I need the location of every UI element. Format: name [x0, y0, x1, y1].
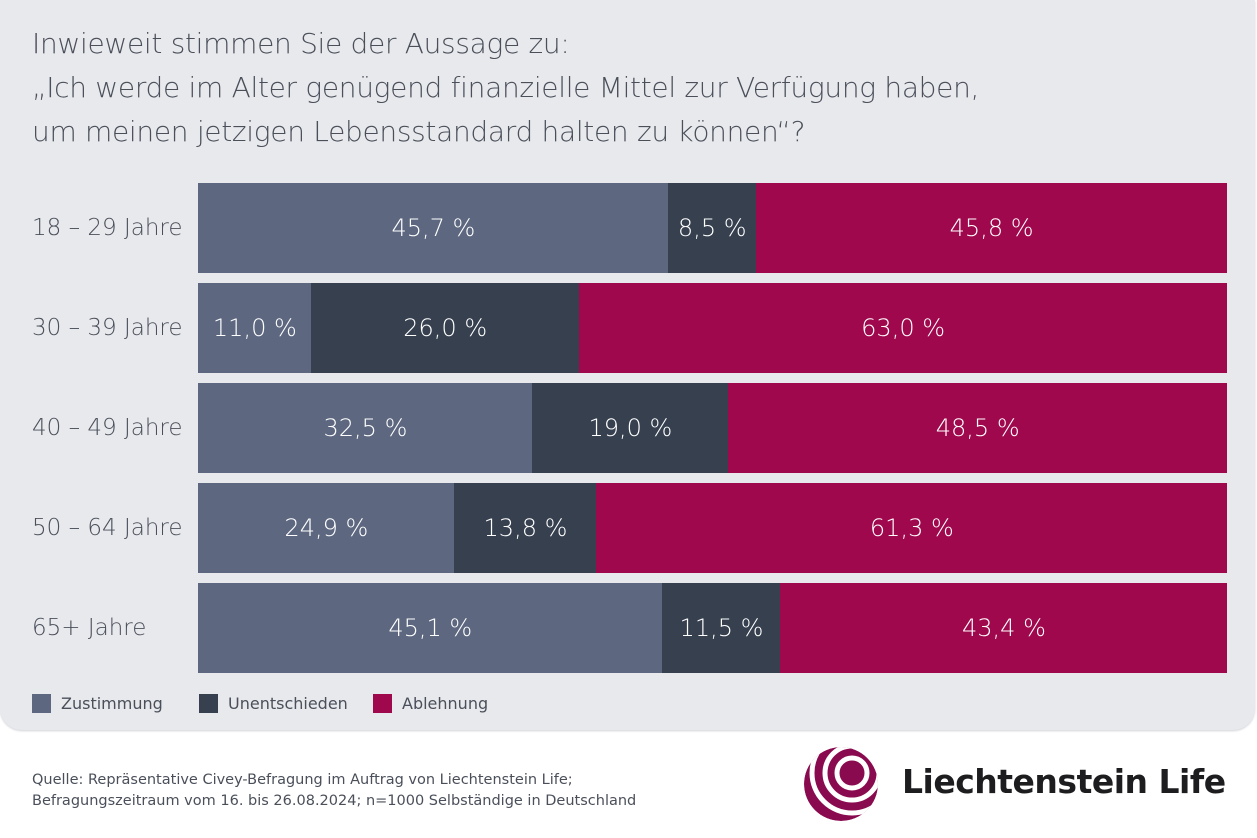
- bar-segment-ablehnung: 48,5 %: [727, 383, 1228, 473]
- legend-item: Unentschieden: [199, 694, 348, 713]
- data-label: 24,9 %: [284, 514, 369, 542]
- bar-segment-unentschieden: 13,8 %: [454, 483, 597, 573]
- data-label: 48,5 %: [935, 414, 1020, 442]
- data-label: 45,1 %: [388, 614, 473, 642]
- bar-segment-ablehnung: 61,3 %: [596, 483, 1228, 573]
- brand-name: Liechtenstein Life: [902, 762, 1226, 801]
- data-label: 11,0 %: [212, 314, 297, 342]
- source-line: Quelle: Repräsentative Civey-Befragung i…: [32, 772, 573, 788]
- bar-segment-zustimmung: 45,7 %: [198, 183, 669, 273]
- data-label: 32,5 %: [323, 414, 408, 442]
- brand-logo-icon: [804, 747, 878, 821]
- bar-segment-zustimmung: 32,5 %: [198, 383, 533, 473]
- category-label: 40 – 49 Jahre: [32, 415, 183, 441]
- data-label: 19,0 %: [588, 414, 673, 442]
- bar-segment-ablehnung: 45,8 %: [755, 183, 1228, 273]
- data-label: 63,0 %: [861, 314, 946, 342]
- category-label: 18 – 29 Jahre: [32, 215, 183, 241]
- legend-label: Ablehnung: [402, 694, 489, 713]
- chart-card: Inwieweit stimmen Sie der Aussage zu: „I…: [0, 0, 1255, 730]
- category-label: 30 – 39 Jahre: [32, 315, 183, 341]
- bar-segment-unentschieden: 19,0 %: [532, 383, 729, 473]
- data-label: 26,0 %: [403, 314, 488, 342]
- bar-segment-unentschieden: 11,5 %: [662, 583, 781, 673]
- bar-segment-ablehnung: 63,0 %: [578, 283, 1228, 373]
- bar-segment-unentschieden: 26,0 %: [311, 283, 580, 373]
- data-label: 61,3 %: [869, 514, 954, 542]
- legend-label: Zustimmung: [61, 694, 163, 713]
- legend-item: Ablehnung: [373, 694, 488, 713]
- category-label: 50 – 64 Jahre: [32, 515, 183, 541]
- data-label: 11,5 %: [679, 614, 764, 642]
- legend-swatch: [199, 694, 218, 713]
- chart-title: Inwieweit stimmen Sie der Aussage zu: „I…: [32, 22, 979, 154]
- title-line: Inwieweit stimmen Sie der Aussage zu:: [32, 27, 570, 60]
- data-label: 13,8 %: [483, 514, 568, 542]
- bar-segment-zustimmung: 24,9 %: [198, 483, 455, 573]
- title-line: „Ich werde im Alter genügend finanzielle…: [32, 71, 980, 104]
- data-label: 45,8 %: [949, 214, 1034, 242]
- bar-segment-zustimmung: 11,0 %: [198, 283, 312, 373]
- legend-item: Zustimmung: [32, 694, 163, 713]
- source-note: Quelle: Repräsentative Civey-Befragung i…: [32, 770, 636, 812]
- bar-segment-zustimmung: 45,1 %: [198, 583, 663, 673]
- legend-swatch: [32, 694, 51, 713]
- category-label: 65+ Jahre: [32, 615, 147, 641]
- data-label: 43,4 %: [962, 614, 1046, 642]
- bar-segment-ablehnung: 43,4 %: [780, 583, 1228, 673]
- data-label: 8,5 %: [677, 214, 747, 242]
- legend-swatch: [373, 694, 392, 713]
- data-label: 45,7 %: [391, 214, 476, 242]
- bar-segment-unentschieden: 8,5 %: [668, 183, 757, 273]
- legend-label: Unentschieden: [228, 694, 348, 713]
- source-line: Befragungszeitraum vom 16. bis 26.08.202…: [32, 793, 637, 809]
- title-line: um meinen jetzigen Lebensstandard halten…: [32, 115, 806, 148]
